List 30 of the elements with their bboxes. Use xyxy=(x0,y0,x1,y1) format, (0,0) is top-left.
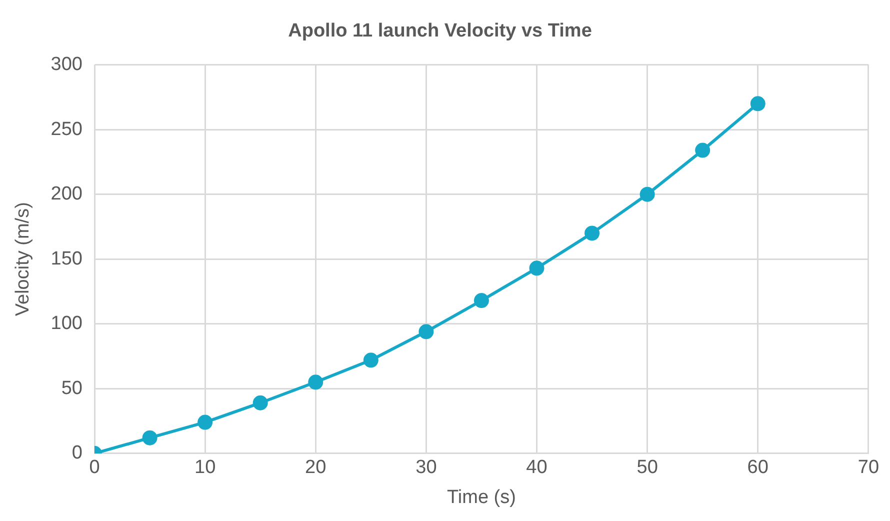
point xyxy=(584,226,600,241)
point xyxy=(474,293,489,308)
point xyxy=(529,260,544,276)
x-tick-label: 50 xyxy=(636,457,658,478)
y-tick-label: 0 xyxy=(72,442,82,464)
y-tick-label: 300 xyxy=(50,54,82,76)
chart-title: Apollo 11 launch Velocity vs Time xyxy=(288,20,592,42)
point xyxy=(640,186,655,202)
point xyxy=(363,352,378,368)
point xyxy=(418,324,434,340)
x-tick-label: 0 xyxy=(89,457,100,478)
y-tick-label: 100 xyxy=(50,313,82,334)
y-tick-label: 250 xyxy=(50,118,82,140)
x-tick-label: 60 xyxy=(747,457,768,478)
point xyxy=(252,395,268,410)
x-tick-label: 20 xyxy=(305,457,326,478)
point xyxy=(142,430,158,446)
x-tick-label: 70 xyxy=(858,457,880,478)
point xyxy=(695,142,710,158)
x-tick-label: 40 xyxy=(526,457,548,478)
point xyxy=(198,414,213,430)
x-tick-label: 10 xyxy=(194,457,216,478)
x-axis-title: Time (s) xyxy=(446,486,516,508)
y-tick-label: 150 xyxy=(50,248,82,270)
y-axis-title: Velocity (m/s) xyxy=(12,202,34,316)
y-tick-label: 200 xyxy=(50,184,82,205)
point xyxy=(750,96,766,112)
point xyxy=(308,374,324,390)
x-tick-label: 30 xyxy=(416,457,437,478)
y-tick-label: 50 xyxy=(61,378,82,399)
